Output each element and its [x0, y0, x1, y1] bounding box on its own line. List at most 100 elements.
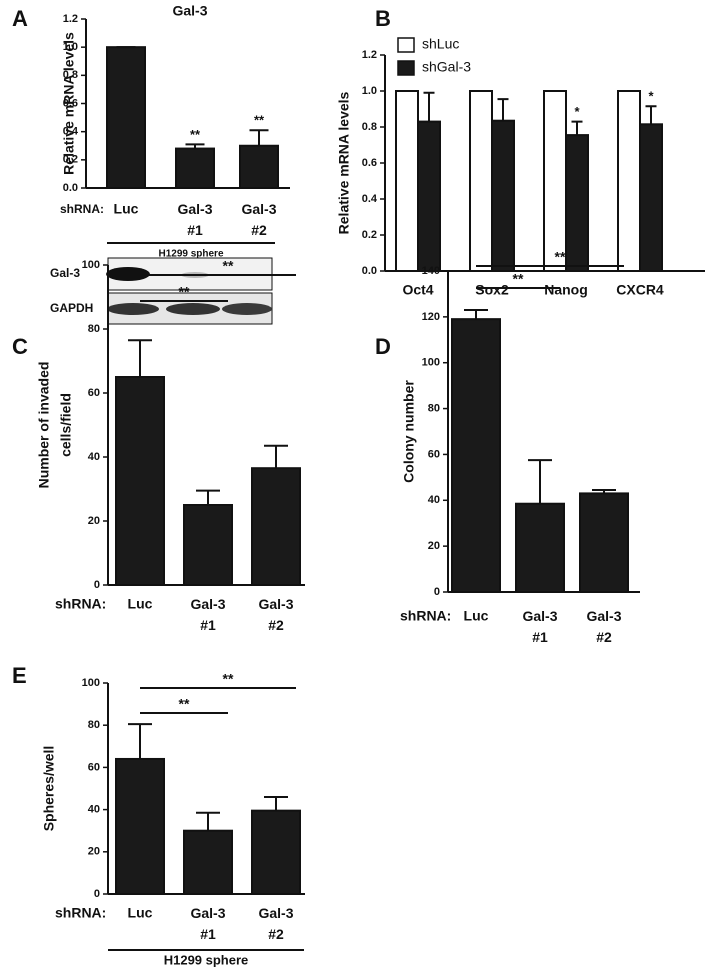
error-bar [196, 489, 220, 505]
bar [183, 504, 233, 586]
significance: * [648, 89, 654, 104]
legend-swatch [397, 60, 415, 76]
error-bar [592, 488, 616, 494]
error-bar [528, 459, 552, 504]
significance: ** [190, 127, 201, 142]
x-tick-label: Luc [128, 905, 153, 921]
bar [579, 492, 629, 593]
panel-letter: B [375, 6, 391, 31]
x-tick-label: Gal-3 #1 [190, 905, 225, 942]
group-label: H1299 sphere [158, 249, 223, 260]
y-tick-label: 0.2 [63, 154, 78, 166]
significance: ** [254, 113, 265, 128]
bar [251, 467, 301, 587]
blot-label: Gal-3 [50, 266, 80, 280]
y-tick-label: 40 [88, 804, 100, 816]
y-tick-label: 80 [88, 323, 100, 335]
y-tick-label: 20 [88, 515, 100, 527]
bar [417, 120, 441, 272]
error-bar [645, 105, 657, 125]
x-tick-label: CXCR4 [616, 282, 664, 298]
y-tick-label: 0.4 [362, 193, 378, 205]
y-axis-label: Number of invaded [36, 362, 52, 489]
bar [106, 46, 146, 189]
bar [451, 318, 501, 593]
x-tick-label: Gal-3 #2 [258, 905, 293, 942]
bar [543, 90, 567, 272]
bar [639, 123, 663, 272]
x-tick-label: Gal-3 #1 [177, 201, 212, 238]
error-bar [423, 91, 435, 122]
error-bar [196, 811, 220, 831]
y-tick-label: 0.6 [362, 157, 377, 169]
x-tick-label: Nanog [544, 282, 588, 298]
y-tick-label: 80 [428, 402, 440, 414]
blot-band [222, 303, 272, 315]
y-tick-label: 0.8 [362, 121, 377, 133]
significance: ** [223, 258, 234, 274]
x-tick-label: Oct4 [402, 282, 433, 298]
blot-band [107, 303, 159, 315]
bar [395, 90, 419, 272]
error-bar [264, 795, 288, 811]
y-tick-label: 60 [88, 761, 100, 773]
x-prefix: shRNA: [55, 905, 106, 921]
y-tick-label: 60 [428, 448, 440, 460]
y-tick-label: 0.2 [362, 229, 377, 241]
y-tick-label: 100 [82, 259, 100, 271]
bar [515, 502, 565, 594]
bar [491, 119, 515, 272]
error-bar [185, 143, 205, 149]
x-tick-label: Gal-3 #1 [522, 608, 557, 645]
x-tick-label: Luc [128, 596, 153, 612]
error-bar [128, 339, 152, 377]
legend-label: shLuc [422, 36, 459, 52]
y-tick-label: 0 [94, 579, 100, 591]
x-prefix: shRNA: [60, 202, 104, 216]
bar [175, 147, 215, 189]
x-prefix: shRNA: [55, 596, 106, 612]
significance: ** [179, 284, 190, 300]
legend-swatch [397, 37, 415, 53]
x-tick-label: Gal-3 #2 [258, 596, 293, 633]
x-tick-label: Luc [464, 608, 489, 624]
bar [251, 809, 301, 896]
x-tick-label: Luc [114, 201, 139, 217]
error-bar [264, 444, 288, 469]
y-axis-label: Relative mRNA levels [61, 32, 77, 175]
y-tick-label: 100 [422, 357, 440, 369]
y-axis-label: Colony number [401, 380, 417, 483]
y-axis-label: Spheres/well [41, 746, 57, 832]
y-tick-label: 0 [434, 586, 440, 598]
y-axis-label: cells/field [58, 393, 74, 457]
y-tick-label: 0.8 [63, 69, 78, 81]
bar [115, 376, 165, 586]
x-tick-label: Sox2 [475, 282, 509, 298]
y-tick-label: 0.0 [63, 182, 78, 194]
y-tick-label: 1.0 [362, 85, 377, 97]
blot-band [106, 267, 150, 281]
chart-title: Gal-3 [172, 3, 207, 19]
y-tick-label: 20 [428, 540, 440, 552]
significance: * [574, 104, 580, 119]
group-label: H1299 sphere [164, 952, 249, 967]
x-tick-label: Gal-3 #1 [190, 596, 225, 633]
panel-letter: E [12, 663, 27, 688]
bar [115, 757, 165, 896]
x-prefix: shRNA: [400, 608, 451, 624]
blot-band [166, 303, 220, 315]
x-tick-label: Gal-3 #2 [241, 201, 276, 238]
panel-letter: D [375, 334, 391, 359]
y-tick-label: 40 [88, 451, 100, 463]
blot-label: GAPDH [50, 301, 93, 315]
bar [183, 829, 233, 896]
significance: ** [555, 249, 566, 265]
y-tick-label: 1.2 [63, 13, 78, 25]
y-tick-label: 1.0 [63, 41, 78, 53]
legend-label: shGal-3 [422, 59, 471, 75]
y-tick-label: 40 [428, 494, 440, 506]
x-tick-label: Gal-3 #2 [586, 608, 621, 645]
y-tick-label: 20 [88, 846, 100, 858]
y-tick-label: 140 [422, 265, 440, 277]
